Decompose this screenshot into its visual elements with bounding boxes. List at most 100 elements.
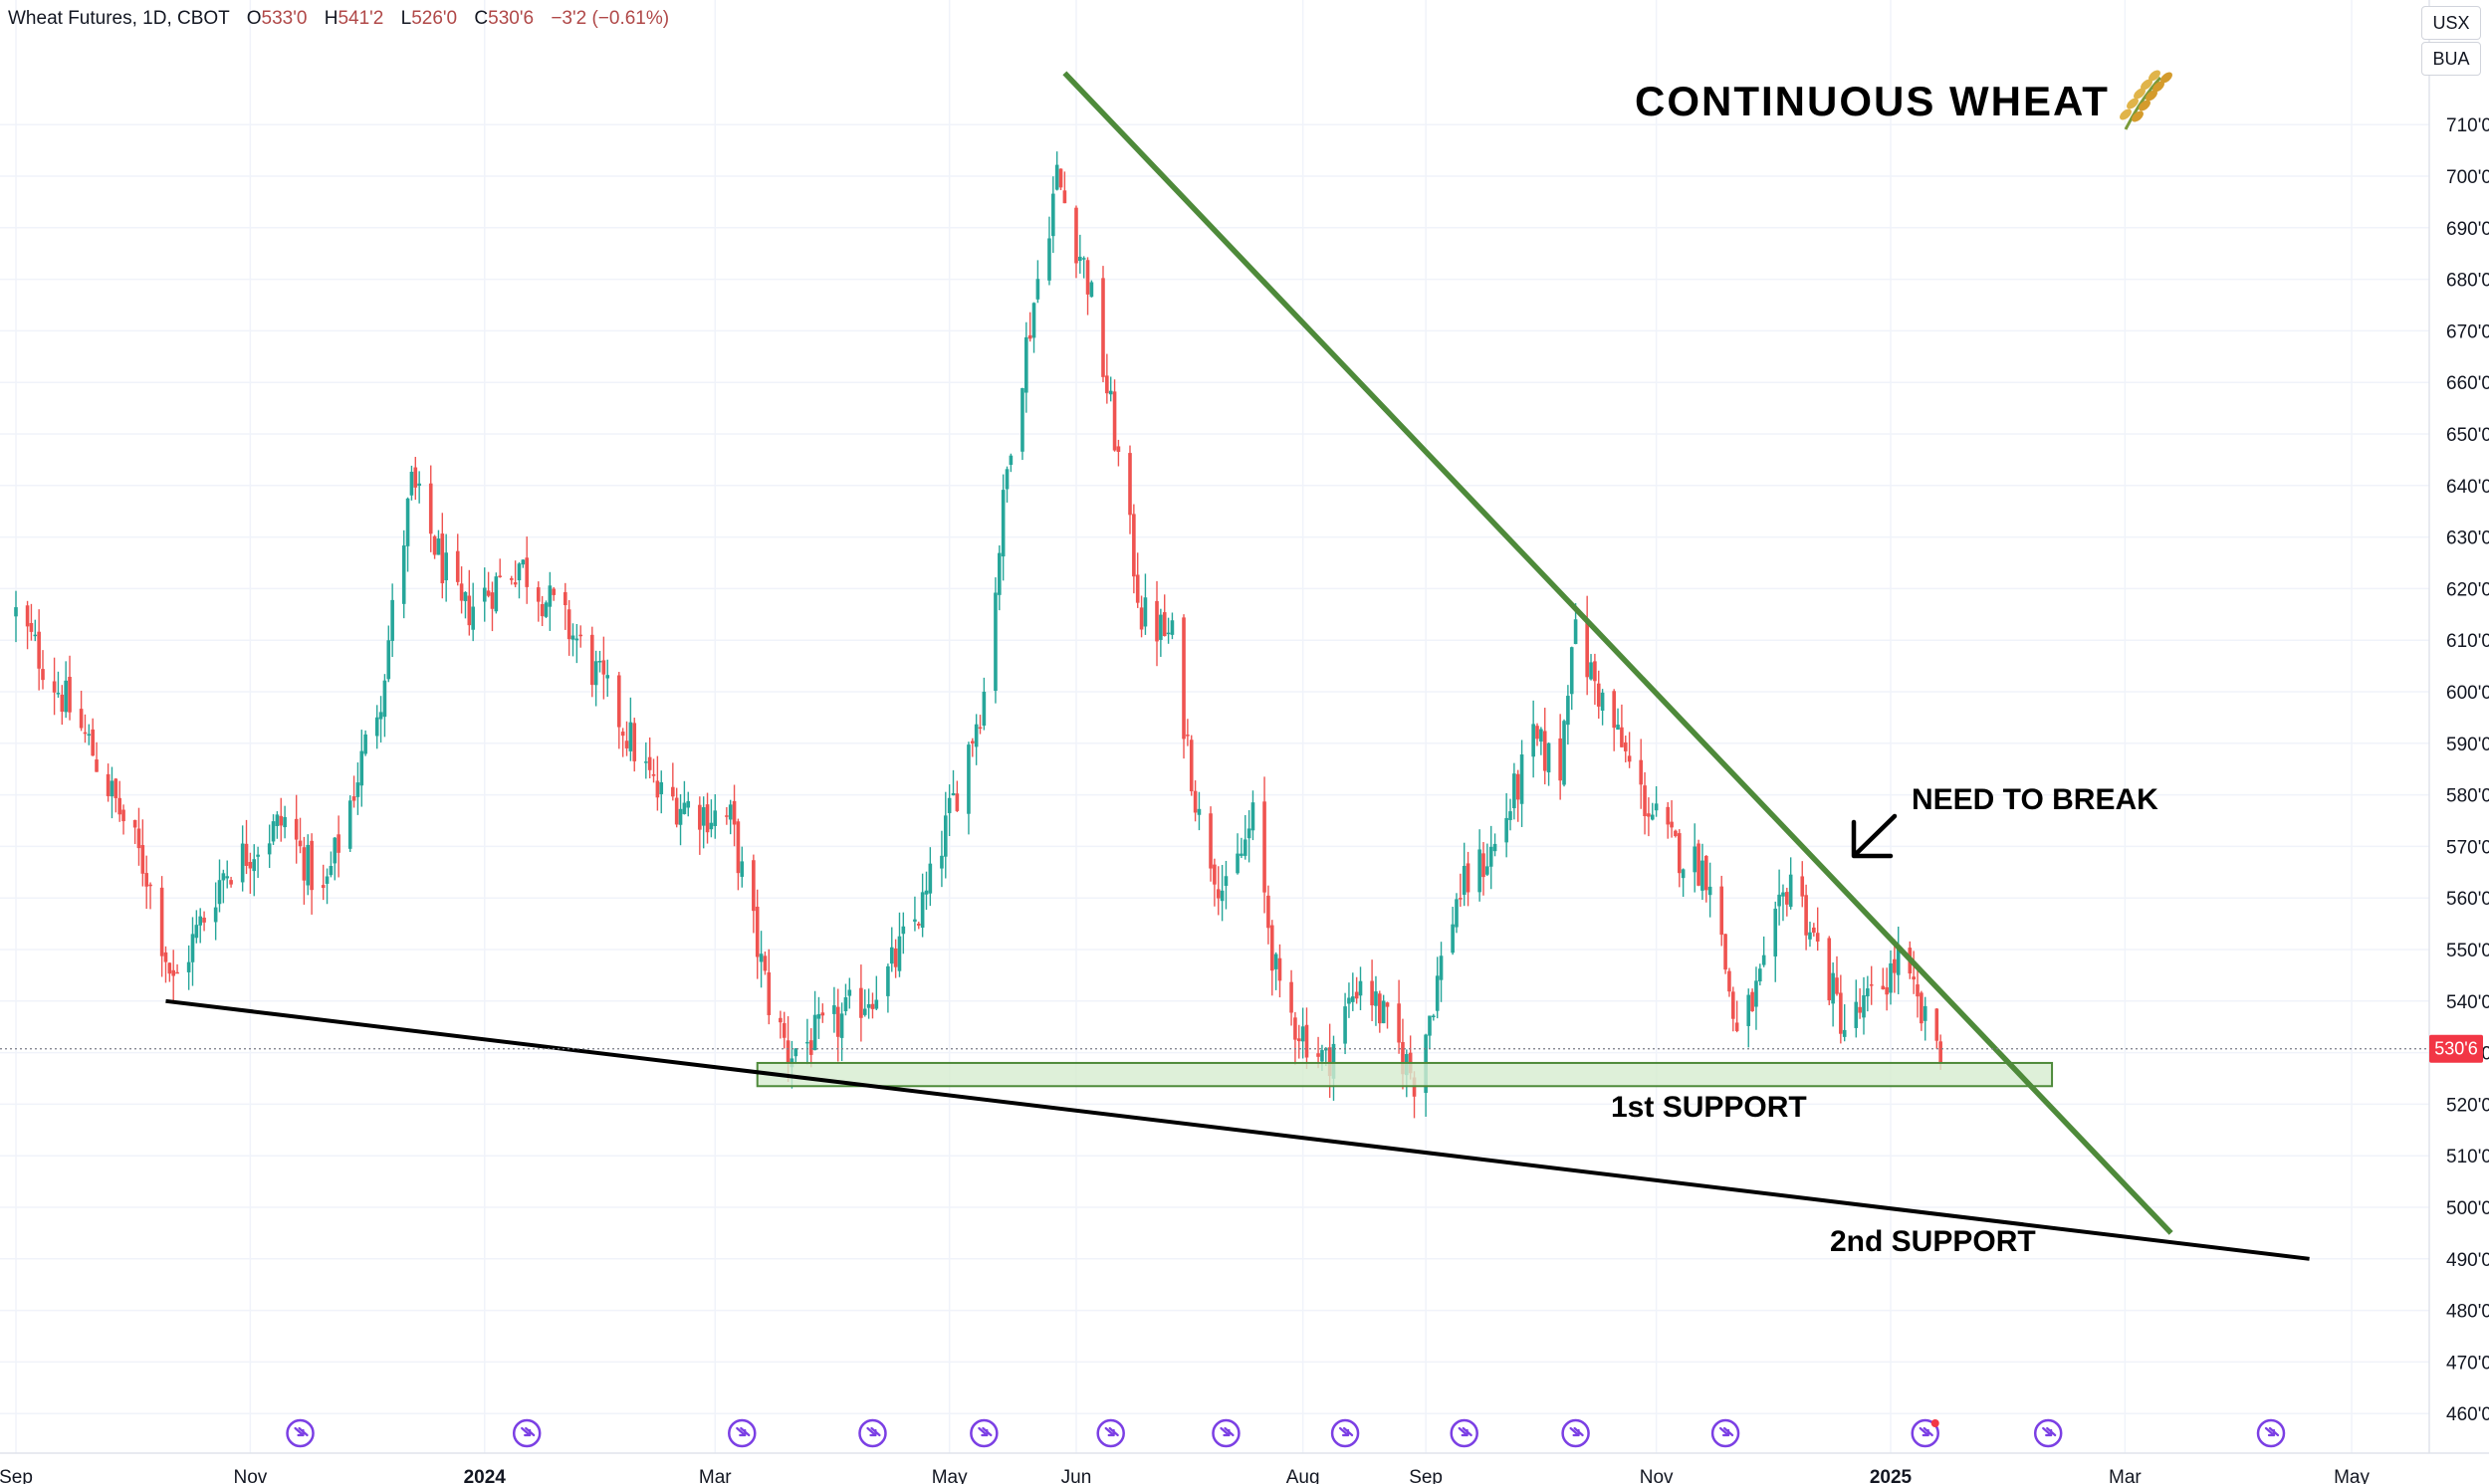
candle-body (1654, 803, 1659, 811)
candle-body (816, 1013, 821, 1019)
candle-body (244, 843, 249, 866)
candle-body (321, 885, 326, 889)
candle-body (1674, 830, 1678, 837)
candle-body (494, 576, 499, 612)
economic-event-icon[interactable] (2033, 1418, 2063, 1448)
candle-body (256, 854, 260, 857)
candle-body (1089, 282, 1094, 298)
candle-body (920, 892, 925, 929)
candle-body (698, 804, 702, 830)
candle-body (1296, 1038, 1301, 1042)
economic-event-icon[interactable] (1096, 1418, 1125, 1448)
candle-body (779, 1017, 783, 1023)
candle-body (1240, 853, 1244, 856)
y-tick-label: 560'0 (2446, 889, 2489, 910)
economic-event-icon[interactable] (1450, 1418, 1478, 1448)
candle-body (1512, 773, 1516, 809)
candle-body (509, 578, 514, 580)
candle-body (947, 797, 952, 813)
candle-body (705, 804, 710, 833)
candle-body (213, 907, 218, 923)
candle-body (240, 843, 245, 883)
candle-body (60, 694, 65, 713)
candle-body (628, 722, 633, 751)
y-tick-label: 490'0 (2446, 1250, 2489, 1271)
candle-body (1781, 892, 1785, 897)
candle-body (601, 660, 606, 675)
candle-body (1542, 731, 1547, 771)
candle-body (1896, 947, 1901, 975)
low-label: L (400, 8, 412, 29)
event-markers[interactable] (286, 1418, 2286, 1448)
y-tick-label: 470'0 (2446, 1353, 2489, 1374)
candle-body (1839, 992, 1843, 1034)
candle-body (1378, 993, 1382, 1024)
candle-body (1331, 1043, 1336, 1079)
economic-event-icon[interactable] (970, 1418, 999, 1448)
economic-event-icon[interactable] (1710, 1418, 1740, 1448)
candle-body (1078, 256, 1082, 262)
economic-event-icon[interactable] (286, 1418, 315, 1448)
candle-body (659, 781, 664, 794)
wheat-grain (2120, 108, 2132, 120)
arrow-stroke (1851, 813, 1898, 859)
candle-body (928, 863, 933, 894)
candle-body (913, 919, 917, 922)
candle-body (897, 936, 902, 971)
economic-event-icon[interactable] (2256, 1418, 2286, 1448)
candle-body (1504, 817, 1508, 843)
candle-body (605, 675, 610, 679)
candle-body (95, 759, 99, 772)
economic-event-icon[interactable] (1561, 1418, 1590, 1448)
unit-usx-button[interactable]: USX (2421, 6, 2481, 40)
candle-body (1024, 336, 1028, 393)
economic-event-icon[interactable] (728, 1418, 757, 1448)
candle-body (1703, 855, 1708, 891)
economic-event-icon[interactable] (1212, 1418, 1241, 1448)
candle-body (1300, 1026, 1305, 1042)
economic-event-icon[interactable] (512, 1418, 542, 1448)
candle-body (870, 1003, 875, 1009)
y-tick-label: 650'0 (2446, 425, 2489, 446)
y-tick-label: 550'0 (2446, 941, 2489, 961)
candle-body (517, 563, 522, 581)
candle-body (1220, 890, 1225, 902)
candle-body (951, 792, 956, 796)
symbol-name[interactable]: Wheat Futures, 1D, CBOT (8, 8, 230, 29)
y-tick-label: 600'0 (2446, 683, 2489, 704)
candle-body (1074, 207, 1078, 264)
candle-body (1616, 725, 1620, 731)
economic-event-icon[interactable] (1330, 1418, 1360, 1448)
candle-body (1558, 738, 1562, 781)
candle-body (1539, 729, 1543, 742)
candle-body (916, 923, 921, 926)
candle-body (248, 861, 253, 869)
candle-body (1885, 986, 1889, 995)
candle-body (617, 675, 621, 728)
resistance-trendline (1062, 71, 2173, 1235)
candle-body (1370, 980, 1374, 1006)
candle-body (41, 669, 45, 681)
symbol-info-bar: Wheat Futures, 1D, CBOT O533'0 H541'2 L5… (8, 8, 669, 30)
candle-body (736, 821, 741, 874)
candle-body (1881, 985, 1886, 990)
wheat-grain (2141, 79, 2152, 91)
candle-body (820, 1012, 825, 1016)
candle-body (1938, 1041, 1942, 1064)
candle-body (1266, 895, 1270, 929)
candle-body (1693, 846, 1697, 873)
unit-bua-button[interactable]: BUA (2421, 42, 2481, 76)
economic-event-icon[interactable] (858, 1418, 887, 1448)
wheat-grain (2146, 90, 2157, 102)
y-tick-label: 710'0 (2446, 115, 2489, 136)
candle-body (1893, 958, 1897, 973)
candle-body (159, 887, 164, 956)
candle-body (148, 884, 152, 887)
candle-body (1213, 864, 1217, 885)
economic-event-icon[interactable] (1911, 1418, 1939, 1448)
y-tick-label: 590'0 (2446, 735, 2489, 755)
candle-body (1754, 980, 1758, 1007)
candle-body (793, 1048, 798, 1057)
drawings (0, 71, 2429, 1261)
